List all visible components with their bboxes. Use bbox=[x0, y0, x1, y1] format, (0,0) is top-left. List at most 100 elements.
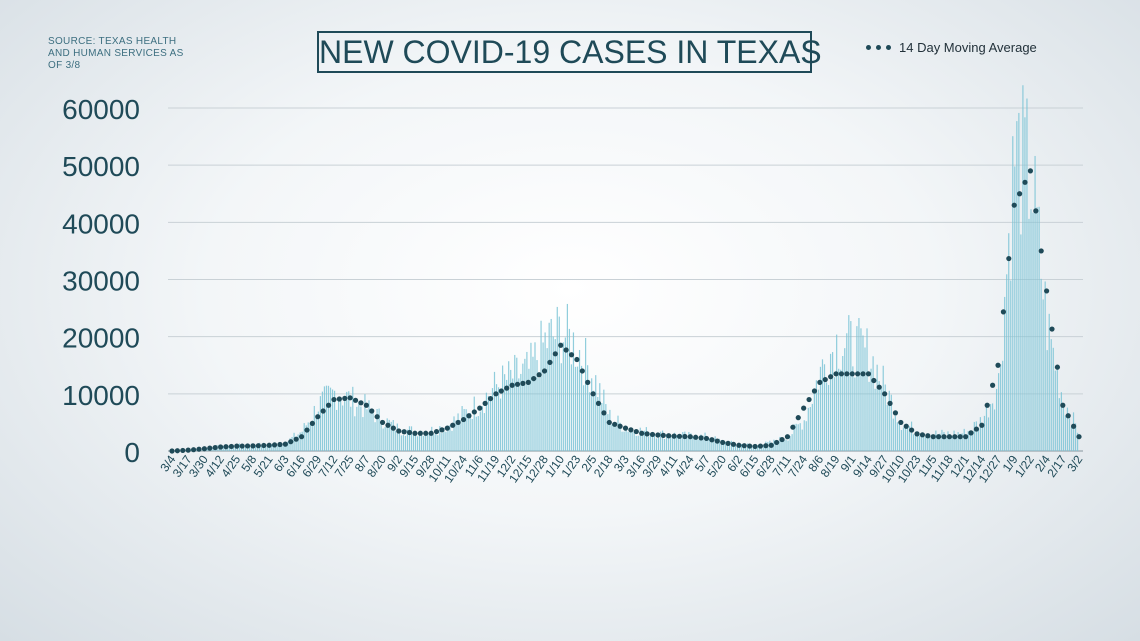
bar bbox=[1054, 370, 1056, 451]
bar bbox=[775, 441, 777, 451]
bar bbox=[734, 444, 737, 451]
moving-average-point bbox=[250, 443, 256, 449]
moving-average-point bbox=[984, 402, 990, 408]
bar bbox=[1024, 117, 1026, 451]
bar bbox=[255, 445, 257, 451]
bar bbox=[350, 406, 352, 451]
moving-average-point bbox=[747, 443, 753, 449]
bar bbox=[315, 417, 317, 451]
moving-average-point bbox=[298, 434, 305, 440]
bar bbox=[908, 426, 911, 451]
bar bbox=[611, 424, 613, 451]
bar bbox=[516, 357, 518, 451]
bar bbox=[451, 430, 453, 451]
bar bbox=[751, 444, 753, 451]
bar bbox=[813, 388, 815, 451]
moving-average-point bbox=[1044, 288, 1050, 294]
bar bbox=[757, 445, 759, 451]
bar bbox=[499, 398, 502, 451]
bar bbox=[714, 436, 716, 451]
moving-average-point bbox=[1022, 179, 1028, 185]
bar bbox=[589, 392, 591, 451]
moving-average-point bbox=[606, 419, 612, 426]
moving-average-point bbox=[741, 443, 747, 449]
moving-average-point bbox=[406, 429, 413, 436]
bar bbox=[303, 423, 305, 451]
bar bbox=[633, 431, 635, 451]
bar bbox=[939, 433, 941, 451]
bar bbox=[949, 434, 951, 451]
bar bbox=[566, 303, 568, 451]
bar bbox=[342, 405, 344, 451]
bar bbox=[921, 435, 923, 451]
moving-average-point bbox=[736, 442, 742, 448]
moving-average-point bbox=[860, 371, 866, 377]
bar bbox=[1028, 218, 1030, 451]
bar bbox=[374, 422, 376, 451]
bar bbox=[1076, 432, 1079, 451]
moving-average-point bbox=[174, 448, 180, 454]
bar bbox=[763, 444, 765, 451]
bar bbox=[631, 429, 633, 451]
bar bbox=[414, 431, 417, 451]
moving-average-point bbox=[309, 420, 315, 426]
bar bbox=[1072, 412, 1075, 451]
bar bbox=[576, 366, 579, 451]
bar bbox=[427, 433, 429, 451]
bar bbox=[1066, 407, 1069, 451]
bar bbox=[572, 332, 575, 451]
bar bbox=[797, 424, 799, 451]
bar bbox=[1056, 365, 1058, 451]
bar bbox=[829, 353, 832, 451]
moving-average-point bbox=[385, 422, 391, 428]
moving-average-point bbox=[541, 368, 548, 374]
bar bbox=[657, 437, 660, 451]
bar bbox=[518, 378, 520, 451]
moving-average-point bbox=[498, 388, 504, 394]
moving-average-point bbox=[223, 444, 229, 450]
bar bbox=[973, 421, 975, 451]
bar bbox=[1038, 206, 1040, 451]
bar bbox=[704, 432, 706, 451]
bar bbox=[834, 377, 836, 451]
bar bbox=[643, 430, 645, 451]
bar bbox=[623, 431, 625, 451]
moving-average-point bbox=[509, 382, 515, 388]
moving-average-point bbox=[698, 435, 704, 441]
bar bbox=[461, 406, 463, 451]
bar bbox=[429, 433, 431, 451]
moving-average-point bbox=[212, 444, 218, 451]
bar bbox=[1018, 112, 1020, 452]
bar bbox=[779, 436, 781, 451]
moving-average-point bbox=[201, 446, 207, 452]
moving-average-point bbox=[849, 371, 855, 377]
bar bbox=[605, 404, 607, 451]
bar bbox=[297, 434, 299, 451]
moving-average-point bbox=[196, 446, 202, 452]
moving-average-point bbox=[828, 374, 834, 380]
bar bbox=[906, 425, 909, 451]
bar bbox=[471, 419, 473, 451]
bar bbox=[989, 404, 992, 451]
bar bbox=[647, 436, 649, 451]
bar bbox=[400, 435, 402, 451]
bar bbox=[587, 365, 589, 451]
bar bbox=[542, 342, 544, 451]
bar bbox=[1022, 85, 1024, 451]
bar bbox=[271, 444, 273, 451]
bar bbox=[825, 382, 828, 451]
bar bbox=[526, 351, 528, 451]
bar bbox=[1044, 281, 1046, 451]
bar bbox=[277, 444, 279, 451]
bar bbox=[564, 337, 566, 451]
moving-average-point bbox=[504, 385, 510, 391]
bar bbox=[366, 409, 368, 451]
bar bbox=[987, 417, 990, 451]
bar bbox=[728, 441, 730, 451]
bar bbox=[568, 328, 571, 451]
bar bbox=[698, 439, 700, 451]
moving-average-point bbox=[282, 441, 288, 447]
bar bbox=[483, 413, 485, 451]
moving-average-point bbox=[396, 428, 402, 434]
bar bbox=[947, 431, 949, 451]
